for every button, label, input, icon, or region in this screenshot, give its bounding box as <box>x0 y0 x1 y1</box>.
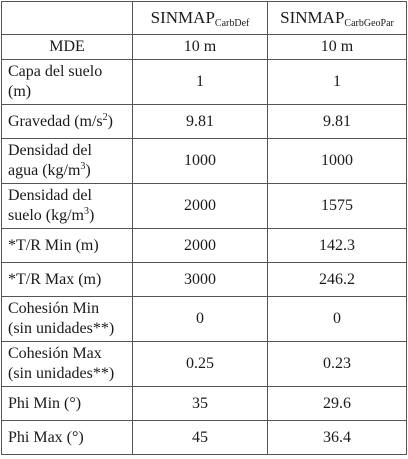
value-carbgeopar: 0.23 <box>267 341 407 387</box>
value-carbdef: 45 <box>132 420 268 455</box>
row-label: Cohesión Max (sin unidades**) <box>1 341 133 387</box>
value-carbdef: 2000 <box>132 228 268 263</box>
header-param-cell <box>1 1 133 35</box>
table-row-phi-min: Phi Min (°) 35 29.6 <box>1 386 407 421</box>
header-carbgeopar-main: SINMAP <box>280 8 345 27</box>
row-label-close: ) <box>89 207 95 224</box>
value-carbgeopar: 10 m <box>267 34 407 60</box>
table-row-cohesion-max: Cohesión Max (sin unidades**) 0.25 0.23 <box>1 341 407 387</box>
row-label-exponent: 2 <box>102 111 108 123</box>
row-label-close: ) <box>85 162 91 179</box>
value-carbdef: 1000 <box>132 138 268 184</box>
table-row-capa-suelo: Capa del suelo (m) 1 1 <box>1 59 407 105</box>
value-carbdef: 2000 <box>132 183 268 229</box>
value-carbdef: 35 <box>132 386 268 421</box>
value-carbdef: 0 <box>132 296 268 342</box>
row-label-text: Densidad del agua (kg/m <box>8 142 92 179</box>
row-label: Cohesión Min (sin unidades**) <box>1 296 133 342</box>
value-carbgeopar: 1575 <box>267 183 407 229</box>
value-carbdef: 0.25 <box>132 341 268 387</box>
row-label: Densidad del agua (kg/m3) <box>1 138 133 184</box>
row-label-close: ) <box>107 112 113 130</box>
table-row-gravedad: Gravedad (m/s2) 9.81 9.81 <box>1 104 407 139</box>
row-label: Densidad del suelo (kg/m3) <box>1 183 133 229</box>
table-row-phi-max: Phi Max (°) 45 36.4 <box>1 420 407 455</box>
row-label-text: Densidad del suelo (kg/m <box>8 187 92 224</box>
row-label-exponent: 3 <box>80 161 86 172</box>
value-carbdef: 1 <box>132 59 268 105</box>
row-label: Phi Max (°) <box>1 420 133 455</box>
value-carbgeopar: 246.2 <box>267 262 407 297</box>
row-label: Gravedad (m/s2) <box>1 104 133 139</box>
value-carbgeopar: 1 <box>267 59 407 105</box>
table-row-cohesion-min: Cohesión Min (sin unidades**) 0 0 <box>1 296 407 342</box>
row-label: MDE <box>1 34 133 60</box>
header-carbdef: SINMAPCarbDef <box>132 1 268 35</box>
row-label: Capa del suelo (m) <box>1 59 133 105</box>
value-carbgeopar: 142.3 <box>267 228 407 263</box>
row-label: *T/R Max (m) <box>1 262 133 297</box>
value-carbgeopar: 1000 <box>267 138 407 184</box>
value-carbdef: 9.81 <box>132 104 268 139</box>
table-row-tr-max: *T/R Max (m) 3000 246.2 <box>1 262 407 297</box>
table-row-mde: MDE 10 m 10 m <box>1 34 407 60</box>
row-label-exponent: 3 <box>84 206 89 217</box>
row-label: *T/R Min (m) <box>1 228 133 263</box>
table-row-densidad-suelo: Densidad del suelo (kg/m3) 2000 1575 <box>1 183 407 229</box>
table-header-row: SINMAPCarbDef SINMAPCarbGeoPar <box>1 1 407 35</box>
value-carbgeopar: 0 <box>267 296 407 342</box>
value-carbgeopar: 36.4 <box>267 420 407 455</box>
row-label-text: Gravedad (m/s <box>8 112 103 130</box>
row-label: Phi Min (°) <box>1 386 133 421</box>
table-row-densidad-agua: Densidad del agua (kg/m3) 1000 1000 <box>1 138 407 184</box>
value-carbgeopar: 29.6 <box>267 386 407 421</box>
value-carbdef: 3000 <box>132 262 268 297</box>
table-row-tr-min: *T/R Min (m) 2000 142.3 <box>1 228 407 263</box>
value-carbgeopar: 9.81 <box>267 104 407 139</box>
value-carbdef: 10 m <box>132 34 268 60</box>
header-carbgeopar: SINMAPCarbGeoPar <box>267 1 407 35</box>
header-carbdef-main: SINMAP <box>150 8 215 27</box>
header-carbdef-sub: CarbDef <box>214 18 250 29</box>
header-carbgeopar-sub: CarbGeoPar <box>344 18 394 29</box>
